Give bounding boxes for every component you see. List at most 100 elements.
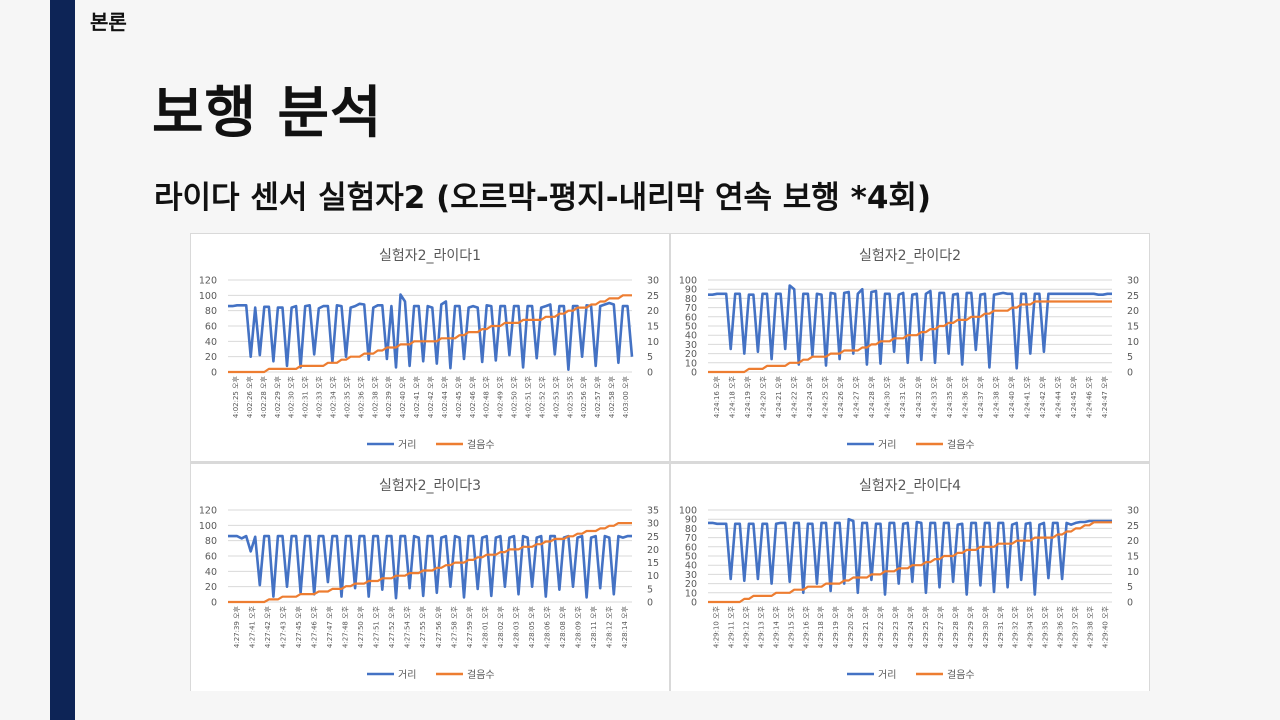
chart-svg-1: 실험자2_라이다1 120 100 80 60 40 20 0 30 25 20 15 10 5 0 4:02… [199,248,659,451]
y-left-tick-label: 10 [685,358,697,369]
chart-title: 실험자2_라이다3 [379,478,481,494]
series-line-distance [228,293,634,371]
x-tick-label: 4:27:39 오후 [233,605,241,648]
y-left-tick-label: 0 [211,598,217,609]
x-tick-label: 4:29:40 오후 [1102,605,1110,648]
y-left-tick-label: 0 [691,598,697,609]
x-tick-label: 4:24:46 오후 [1086,375,1094,418]
x-tick-label: 4:27:54 오후 [404,605,412,648]
x-tick-label: 4:02:34 오후 [329,375,337,418]
y-right-tick-label: 10 [647,337,659,348]
x-tick-label: 4:29:10 오후 [712,605,720,648]
chart-title: 실험자2_라이다2 [859,248,961,264]
x-tick-label: 4:29:30 오후 [982,605,990,648]
x-tick-label: 4:27:46 오후 [310,605,318,648]
x-tick-label: 4:28:02 오후 [497,605,505,648]
x-tick-label: 4:02:36 오후 [357,375,365,418]
y-right-tick-label: 25 [647,532,659,543]
x-tick-label: 4:24:22 오후 [790,375,798,418]
x-tick-label: 4:29:37 오후 [1072,605,1080,648]
y-left-tick-label: 100 [199,291,217,302]
x-tick-label: 4:29:14 오후 [772,605,780,648]
x-tick-label: 4:29:29 오후 [967,605,975,648]
x-tick-label: 4:24:27 오후 [853,375,861,418]
x-tick-label: 4:24:19 오후 [744,375,752,418]
x-tick-label: 4:27:59 오후 [466,605,474,648]
y-left-tick-label: 90 [685,515,697,526]
y-left-tick-label: 100 [679,276,697,287]
x-tick-label: 4:24:45 오후 [1070,375,1078,418]
series-line-distance [708,517,1112,596]
x-tick-label: 4:29:36 오후 [1057,605,1065,648]
x-tick-label: 4:02:28 오후 [260,375,268,418]
x-tick-label: 4:27:51 오후 [373,605,381,648]
x-tick-label: 4:02:31 오후 [302,375,310,418]
y-left-tick-label: 50 [685,552,697,563]
x-tick-label: 4:28:08 오후 [559,605,567,648]
x-tick-label: 4:24:32 오후 [915,375,923,418]
x-tick-label: 4:27:48 오후 [342,605,350,648]
x-tick-label: 4:02:35 오후 [343,375,351,418]
x-tick-label: 4:02:58 오후 [608,375,616,418]
x-tick-label: 4:02:48 오후 [483,375,491,418]
x-tick-label: 4:29:27 오후 [937,605,945,648]
series-line-steps [708,300,1112,374]
x-tick-label: 4:24:37 오후 [977,375,985,418]
y-left-tick-label: 10 [685,588,697,599]
x-tick-label: 4:28:03 오후 [512,605,520,648]
x-tick-label: 4:02:50 오후 [511,375,519,418]
y-right-tick-label: 20 [1127,306,1139,317]
chart-svg-4: 실험자2_라이다41009080706050403020100302520151… [679,478,1139,681]
x-tick-label: 4:29:21 오후 [862,605,870,648]
x-tick-label: 4:24:28 오후 [868,375,876,418]
x-tick-label: 4:02:46 오후 [469,375,477,418]
x-tick-label: 4:24:30 오후 [884,375,892,418]
x-tick-label: 4:29:16 오후 [802,605,810,648]
series-line-steps [228,521,632,604]
y-right-tick-label: 30 [647,276,659,287]
y-right-tick-label: 0 [647,368,653,379]
x-tick-label: 4:02:29 오후 [274,375,282,418]
x-tick-label: 4:27:45 오후 [295,605,303,648]
x-tick-label: 4:24:44 오후 [1055,375,1063,418]
chart-grid: 실험자2_라이다1 120 100 80 60 40 20 0 30 25 20 15 10 5 0 4:02… [190,233,1150,691]
y-left-tick-label: 30 [685,340,697,351]
legend-label-steps: 걸음수 [467,438,495,451]
y-right-tick-label: 10 [1127,567,1139,578]
y-right-tick-label: 20 [647,545,659,556]
x-tick-label: 4:29:38 오후 [1087,605,1095,648]
y-left-tick-label: 0 [211,368,217,379]
x-tick-label: 4:27:42 오후 [264,605,272,648]
y-left-tick-label: 80 [205,536,217,547]
y-left-tick-label: 40 [205,567,217,578]
x-tick-label: 4:28:06 오후 [544,605,552,648]
x-tick-label: 4:28:01 오후 [481,605,489,648]
x-tick-label: 4:02:56 오후 [580,375,588,418]
x-tick-label: 4:24:42 오후 [1039,375,1047,418]
y-right-tick-label: 0 [1127,598,1133,609]
series-line-distance [228,534,632,600]
x-tick-label: 4:24:24 오후 [806,375,814,418]
sidebar-accent-bar [50,0,75,720]
y-right-tick-label: 15 [647,322,659,333]
x-tick-label: 4:24:18 오후 [728,375,736,418]
x-tick-label: 4:02:26 오후 [246,375,254,418]
y-right-tick-label: 30 [1127,506,1139,517]
y-left-tick-label: 20 [205,582,217,593]
y-right-tick-label: 35 [647,506,659,517]
page-title: 보행 분석 [152,81,383,146]
y-left-tick-label: 80 [685,294,697,305]
x-tick-label: 4:02:49 오후 [497,375,505,418]
x-tick-label: 4:27:52 오후 [388,605,396,648]
x-tick-label: 4:29:34 오후 [1027,605,1035,648]
x-tick-label: 4:02:33 오후 [316,375,324,418]
page-subtitle: 라이다 센서 실험자2 (오르막-평지-내리막 연속 보행 *4회) [154,180,932,216]
x-tick-label: 4:29:35 오후 [1042,605,1050,648]
x-tick-label: 4:02:40 오후 [399,375,407,418]
x-tick-label: 4:28:12 오후 [606,605,614,648]
chart-panel-1: 실험자2_라이다1 120 100 80 60 40 20 0 30 25 20 15 10 5 0 4:02… [191,234,669,461]
x-tick-label: 4:29:12 오후 [742,605,750,648]
legend-label-steps: 걸음수 [947,438,975,451]
y-right-tick-label: 25 [1127,521,1139,532]
y-right-tick-label: 20 [647,306,659,317]
